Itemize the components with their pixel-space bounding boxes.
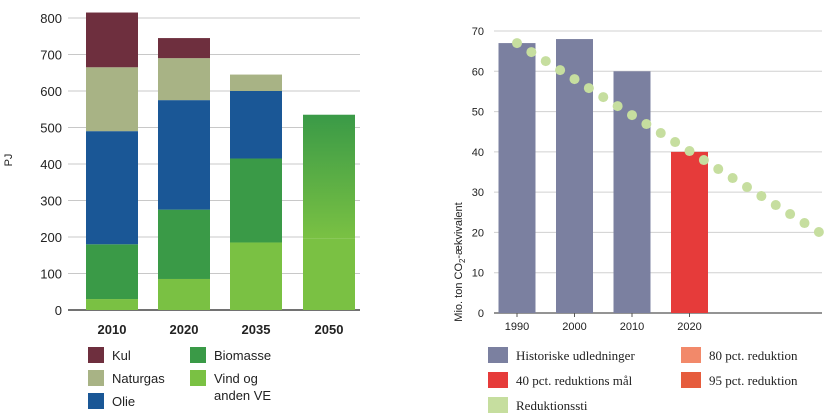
emissions-y-tick-label: 40	[472, 147, 484, 159]
emissions-y-tick-label: 60	[472, 66, 484, 78]
energy-bars	[86, 12, 355, 310]
emissions-bar	[498, 43, 536, 313]
emissions-path-point	[813, 227, 824, 238]
energy-legend: Kul Naturgas Olie Biomasse Vind og anden VE	[88, 347, 271, 409]
energy-y-tick-label: 300	[40, 194, 62, 209]
energy-y-axis-label: PJ	[3, 154, 15, 167]
emissions-x-tick-label: 2010	[620, 321, 644, 333]
emissions-path-point	[641, 119, 652, 130]
energy-bar-segment	[303, 114, 355, 239]
emissions-x-tick-label: 2000	[562, 321, 586, 333]
energy-x-ticks: 2010 2020 2035 2050	[98, 322, 344, 337]
emissions-y-tick-label: 50	[472, 107, 484, 119]
emissions-path-point	[756, 191, 767, 202]
energy-y-tick-label: 100	[40, 267, 62, 282]
emissions-legend-swatch	[488, 397, 508, 413]
energy-legend-swatch	[88, 393, 104, 409]
emissions-y-tick-label: 30	[472, 187, 484, 199]
emissions-path-point	[598, 92, 609, 103]
energy-bar-segment	[158, 38, 210, 59]
emissions-legend: Historiske udledninger 80 pct. reduktion 4…	[488, 347, 798, 413]
energy-y-tick-label: 600	[40, 84, 62, 99]
emissions-path-point	[785, 209, 796, 220]
emissions-reduction-path	[512, 38, 824, 238]
energy-y-tick-label: 500	[40, 121, 62, 136]
energy-y-tick-label: 700	[40, 48, 62, 63]
energy-bar-segment	[158, 100, 210, 210]
energy-x-tick-label: 2020	[170, 322, 199, 337]
emissions-path-point	[727, 173, 738, 184]
emissions-path-point	[612, 101, 623, 112]
emissions-legend-swatch	[681, 372, 701, 388]
energy-legend-label: Kul	[112, 348, 131, 363]
emissions-gridlines	[494, 30, 822, 314]
emissions-x-ticks: 19902000201020202050	[505, 313, 702, 333]
emissions-path-point	[555, 65, 566, 76]
energy-y-ticks: 0 100 200 300 400 500 600 700 800	[40, 11, 62, 318]
energy-legend-label: Naturgas	[112, 371, 165, 386]
energy-legend-label: Vind og anden VE	[214, 371, 271, 403]
emissions-y-tick-label: 70	[472, 26, 484, 38]
emissions-y-tick-label: 10	[472, 268, 484, 280]
emissions-y-axis-label: Mio. ton CO2-ækvivalent	[453, 202, 467, 321]
emissions-legend-label: 95 pct. reduktion	[709, 373, 798, 388]
energy-legend-swatch	[88, 347, 104, 363]
emissions-bar	[671, 151, 708, 313]
energy-bar-segment	[158, 58, 210, 101]
emissions-path-point	[713, 164, 724, 175]
emissions-path-point	[583, 83, 594, 94]
emissions-path-point	[512, 38, 522, 49]
energy-bar-segment	[158, 209, 210, 279]
energy-y-tick-label: 800	[40, 11, 62, 26]
energy-bar-segment	[230, 242, 282, 310]
energy-y-tick-label: 200	[40, 230, 62, 245]
energy-x-tick-label: 2035	[242, 322, 271, 337]
energy-legend-swatch	[88, 370, 104, 386]
emissions-path-point	[742, 182, 752, 193]
energy-legend-label: Olie	[112, 394, 135, 409]
emissions-legend-label: 40 pct. reduktions mål	[516, 373, 633, 388]
energy-bar-segment	[303, 238, 355, 310]
emissions-legend-swatch	[681, 347, 701, 363]
energy-legend-swatch	[190, 347, 206, 363]
emissions-legend-swatch	[488, 347, 508, 363]
emissions-path-point	[670, 137, 681, 148]
energy-bar-segment	[86, 12, 138, 68]
emissions-path-point	[569, 74, 580, 85]
emissions-y-ticks: 0 10 20 30 40 50 60 70	[472, 26, 484, 320]
energy-bar-segment	[86, 244, 138, 300]
emissions-path-point	[698, 155, 709, 166]
emissions-legend-label: Reduktionssti	[516, 398, 588, 413]
emissions-path-point	[526, 47, 537, 58]
energy-bar-segment	[230, 91, 282, 159]
emissions-path-point	[799, 218, 810, 229]
emissions-path-point	[540, 56, 551, 67]
emissions-x-tick-label: 1990	[505, 321, 529, 333]
energy-bar-segment	[230, 158, 282, 243]
emissions-legend-label: 80 pct. reduktion	[709, 348, 798, 363]
energy-x-tick-label: 2050	[315, 322, 344, 337]
emissions-path-point	[627, 110, 637, 121]
emissions-path-point	[770, 200, 781, 211]
energy-bar-segment	[86, 299, 138, 310]
emissions-legend-label: Historiske udledninger	[516, 348, 635, 363]
emissions-bars	[498, 39, 708, 314]
energy-y-tick-label: 400	[40, 157, 62, 172]
emissions-path-point	[655, 128, 666, 139]
emissions-x-tick-label: 2020	[677, 321, 701, 333]
energy-bar-segment	[158, 278, 210, 310]
energy-bar-segment	[86, 131, 138, 245]
emissions-legend-swatch	[488, 372, 508, 388]
emissions-y-tick-label: 20	[472, 227, 484, 239]
emissions-path-point	[684, 146, 695, 157]
emissions-y-tick-label: 0	[478, 308, 484, 320]
energy-y-tick-label: 0	[55, 303, 62, 318]
energy-legend-label: Biomasse	[214, 348, 271, 363]
energy-legend-swatch	[190, 370, 206, 386]
energy-x-tick-label: 2010	[98, 322, 127, 337]
energy-bar-segment	[86, 67, 138, 132]
energy-bar-segment	[230, 74, 282, 91]
